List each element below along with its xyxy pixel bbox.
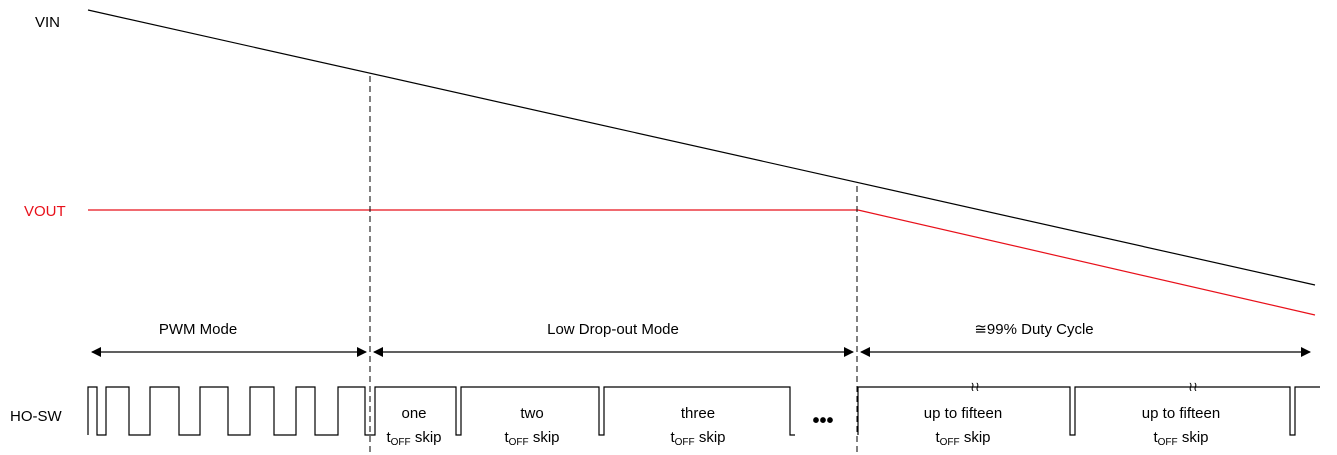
- ellipsis: •••: [812, 410, 833, 432]
- skip-label-one: one tOFF skip: [386, 405, 441, 448]
- skip-label-fifteen-2: up to fifteen tOFF skip: [1142, 405, 1220, 448]
- skip-label-line1: one: [401, 405, 426, 422]
- skip-label-line1: two: [520, 405, 543, 422]
- vin-label: VIN: [35, 14, 60, 31]
- break-mark-1: ≀≀: [970, 380, 980, 395]
- skip-label-line2: tOFF skip: [386, 429, 441, 448]
- pwm-mode-label: PWM Mode: [159, 321, 237, 338]
- skip-label-fifteen-1: up to fifteen tOFF skip: [924, 405, 1002, 448]
- break-mark-2: ≀≀: [1188, 380, 1198, 395]
- skip-label-line1: up to fifteen: [924, 405, 1002, 422]
- ho-sw-label: HO-SW: [10, 408, 63, 425]
- vout-falling-line: [857, 209, 1316, 316]
- vin-line: [87, 9, 1316, 286]
- skip-label-line2: tOFF skip: [504, 429, 559, 448]
- ho-sw-waveform: [87, 386, 795, 436]
- skip-label-line2: tOFF skip: [1153, 429, 1208, 448]
- skip-label-line2: tOFF skip: [670, 429, 725, 448]
- skip-label-three: three tOFF skip: [670, 405, 725, 448]
- skip-label-line1: up to fifteen: [1142, 405, 1220, 422]
- ldo-mode-label: Low Drop-out Mode: [547, 321, 679, 338]
- skip-label-two: two tOFF skip: [504, 405, 559, 448]
- ho-sw-waveform-duty: [857, 386, 1320, 436]
- skip-label-line1: three: [681, 405, 715, 422]
- duty-cycle-label: ≅99% Duty Cycle: [974, 321, 1093, 338]
- vout-label: VOUT: [24, 203, 66, 220]
- skip-label-line2: tOFF skip: [935, 429, 990, 448]
